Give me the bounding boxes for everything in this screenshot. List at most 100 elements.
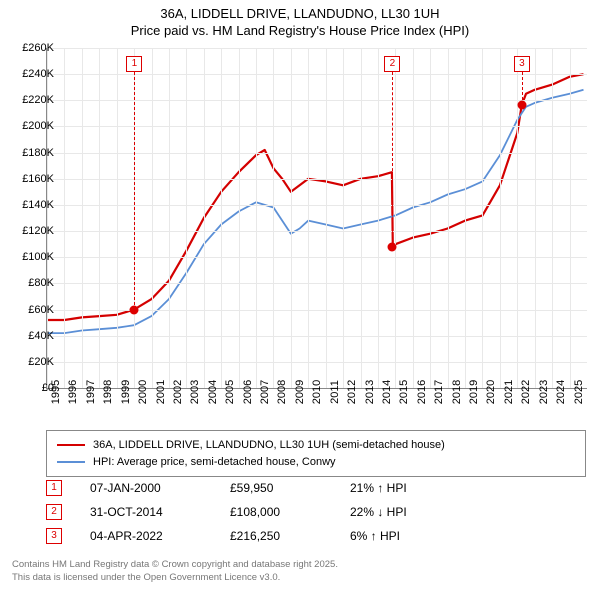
legend-label: 36A, LIDDELL DRIVE, LLANDUDNO, LL30 1UH … xyxy=(93,437,445,454)
marker-box: 2 xyxy=(384,56,400,72)
title-line-2: Price paid vs. HM Land Registry's House … xyxy=(0,23,600,40)
x-axis-label: 2005 xyxy=(224,380,236,404)
x-axis-label: 2012 xyxy=(346,380,358,404)
x-axis-label: 2016 xyxy=(416,380,428,404)
gridline-v xyxy=(343,48,344,388)
gridline-v xyxy=(82,48,83,388)
gridline-v xyxy=(221,48,222,388)
gridline-v xyxy=(117,48,118,388)
gridline-v xyxy=(430,48,431,388)
table-pct-cell: 22% ↓ HPI xyxy=(350,505,550,519)
marker-line xyxy=(134,72,135,310)
x-axis-label: 2013 xyxy=(364,380,376,404)
x-axis-label: 1998 xyxy=(102,380,114,404)
legend-label: HPI: Average price, semi-detached house,… xyxy=(93,454,336,471)
y-axis-label: £20K xyxy=(10,356,54,368)
gridline-v xyxy=(99,48,100,388)
y-axis-label: £60K xyxy=(10,304,54,316)
marker-line xyxy=(392,72,393,247)
gridline-h xyxy=(47,179,587,180)
table-marker-cell: 3 xyxy=(46,528,90,544)
gridline-v xyxy=(64,48,65,388)
x-axis-label: 2001 xyxy=(155,380,167,404)
mini-marker: 2 xyxy=(46,504,62,520)
table-price-cell: £59,950 xyxy=(230,481,350,495)
marker-box: 1 xyxy=(126,56,142,72)
gridline-v xyxy=(448,48,449,388)
gridline-v xyxy=(256,48,257,388)
marker-box: 3 xyxy=(514,56,530,72)
y-axis-label: £200K xyxy=(10,120,54,132)
x-axis-label: 2000 xyxy=(137,380,149,404)
x-axis-label: 1996 xyxy=(67,380,79,404)
table-row: 3 04-APR-2022£216,2506% ↑ HPI xyxy=(46,524,586,548)
table-marker-cell: 1 xyxy=(46,480,90,496)
table-pct-cell: 6% ↑ HPI xyxy=(350,529,550,543)
gridline-v xyxy=(291,48,292,388)
gridline-v xyxy=(308,48,309,388)
gridline-v xyxy=(152,48,153,388)
y-axis-label: £260K xyxy=(10,42,54,54)
x-axis-label: 2019 xyxy=(468,380,480,404)
table-row: 107-JAN-2000£59,95021% ↑ HPI xyxy=(46,476,586,500)
gridline-v xyxy=(204,48,205,388)
x-axis-label: 2008 xyxy=(276,380,288,404)
x-axis-label: 2002 xyxy=(172,380,184,404)
y-axis-label: £140K xyxy=(10,199,54,211)
gridline-v xyxy=(361,48,362,388)
x-axis-label: 2023 xyxy=(538,380,550,404)
gridline-v xyxy=(482,48,483,388)
gridline-h xyxy=(47,362,587,363)
gridline-h xyxy=(47,231,587,232)
gridline-h xyxy=(47,310,587,311)
mini-marker: 3 xyxy=(46,528,62,544)
x-axis-label: 2022 xyxy=(520,380,532,404)
gridline-v xyxy=(413,48,414,388)
y-axis-label: £220K xyxy=(10,94,54,106)
x-axis-label: 1995 xyxy=(50,380,62,404)
x-axis-label: 2017 xyxy=(433,380,445,404)
title-block: 36A, LIDDELL DRIVE, LLANDUDNO, LL30 1UH … xyxy=(0,0,600,42)
table-date-cell: 07-JAN-2000 xyxy=(90,481,230,495)
y-axis-label: £0 xyxy=(10,382,54,394)
y-axis-label: £40K xyxy=(10,330,54,342)
x-axis-label: 2009 xyxy=(294,380,306,404)
gridline-h xyxy=(47,283,587,284)
gridline-v xyxy=(395,48,396,388)
x-axis-label: 2010 xyxy=(311,380,323,404)
x-axis-label: 1999 xyxy=(120,380,132,404)
marker-dot xyxy=(517,101,526,110)
x-axis-label: 2021 xyxy=(503,380,515,404)
gridline-h xyxy=(47,126,587,127)
x-axis-label: 2020 xyxy=(485,380,497,404)
y-axis-label: £240K xyxy=(10,68,54,80)
table-marker-cell: 2 xyxy=(46,504,90,520)
x-axis-label: 2015 xyxy=(398,380,410,404)
gridline-v xyxy=(326,48,327,388)
x-axis-label: 2011 xyxy=(329,380,341,404)
gridline-v xyxy=(500,48,501,388)
marker-dot xyxy=(130,305,139,314)
y-axis-label: £160K xyxy=(10,173,54,185)
y-axis-label: £180K xyxy=(10,147,54,159)
legend-row: HPI: Average price, semi-detached house,… xyxy=(57,454,575,471)
table-date-cell: 31-OCT-2014 xyxy=(90,505,230,519)
gridline-h xyxy=(47,257,587,258)
gridline-h xyxy=(47,74,587,75)
marker-dot xyxy=(388,242,397,251)
x-axis-label: 2018 xyxy=(451,380,463,404)
legend-box: 36A, LIDDELL DRIVE, LLANDUDNO, LL30 1UH … xyxy=(46,430,586,477)
table-price-cell: £216,250 xyxy=(230,529,350,543)
table-price-cell: £108,000 xyxy=(230,505,350,519)
x-axis-label: 2004 xyxy=(207,380,219,404)
x-axis-label: 2024 xyxy=(555,380,567,404)
title-line-1: 36A, LIDDELL DRIVE, LLANDUDNO, LL30 1UH xyxy=(0,6,600,23)
table-date-cell: 04-APR-2022 xyxy=(90,529,230,543)
gridline-v xyxy=(169,48,170,388)
chart-area: 1 2 3 xyxy=(46,48,587,389)
mini-marker: 1 xyxy=(46,480,62,496)
price-table: 107-JAN-2000£59,95021% ↑ HPI231-OCT-2014… xyxy=(46,476,586,548)
gridline-v xyxy=(552,48,553,388)
x-axis-label: 2014 xyxy=(381,380,393,404)
y-axis-label: £80K xyxy=(10,277,54,289)
